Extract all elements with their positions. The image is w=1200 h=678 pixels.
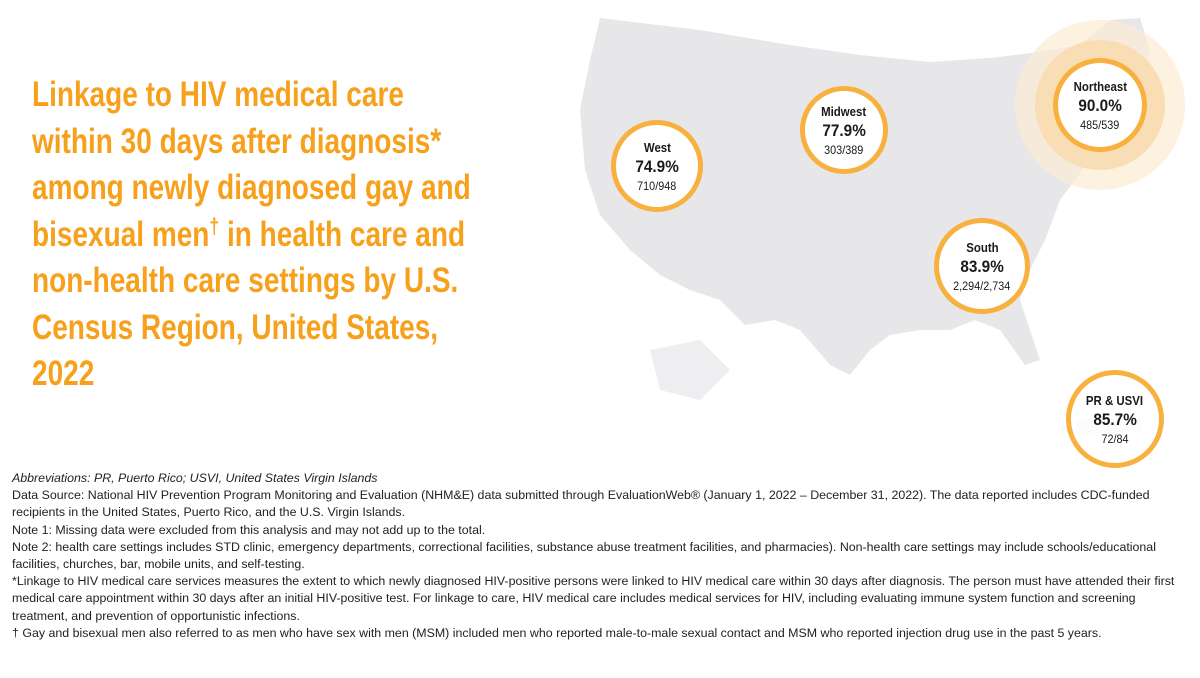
region-fraction: 72/84 — [1101, 431, 1129, 446]
chart-title: Linkage to HIV medical care within 30 da… — [32, 72, 512, 398]
title-line: bisexual men† in health care and — [32, 212, 512, 259]
region-name: Midwest — [821, 103, 867, 119]
region-fraction: 485/539 — [1080, 117, 1120, 132]
region-name: Northeast — [1073, 78, 1127, 94]
region-northeast: Northeast 90.0% 485/539 — [1053, 58, 1147, 152]
title-line: non-health care settings by U.S. — [32, 261, 459, 300]
footnotes: Abbreviations: PR, Puerto Rico; USVI, Un… — [12, 470, 1192, 642]
title-line: Census Region, United States, — [32, 307, 439, 347]
title-text: in health care and — [227, 214, 466, 254]
note-1: Note 1: Missing data were excluded from … — [12, 522, 486, 537]
region-fraction: 303/389 — [824, 142, 864, 157]
region-percent: 85.7% — [1093, 409, 1137, 429]
region-percent: 83.9% — [960, 256, 1004, 276]
title-line: Linkage to HIV medical care — [32, 75, 404, 114]
region-fraction: 710/948 — [637, 178, 677, 193]
region-percent: 90.0% — [1078, 95, 1122, 115]
msm-definition-note: † Gay and bisexual men also referred to … — [12, 625, 1102, 640]
alaska-hawaii-shape — [650, 340, 730, 400]
title-line: within 30 days after diagnosis* — [32, 121, 442, 161]
region-name: West — [643, 139, 671, 155]
dagger-mark: † — [209, 212, 220, 238]
title-text: bisexual men — [32, 214, 210, 254]
title-line: 2022 — [32, 354, 95, 393]
region-south: South 83.9% 2,294/2,734 — [934, 218, 1030, 314]
region-west: West 74.9% 710/948 — [611, 120, 703, 212]
region-percent: 77.9% — [822, 120, 866, 140]
title-line: among newly diagnosed gay and — [32, 168, 471, 207]
region-fraction: 2,294/2,734 — [953, 278, 1011, 293]
region-percent: 74.9% — [635, 156, 679, 176]
region-name: South — [965, 239, 999, 255]
data-source-note: Data Source: National HIV Prevention Pro… — [12, 488, 1150, 520]
note-2: Note 2: health care settings includes ST… — [12, 539, 1156, 572]
region-midwest: Midwest 77.9% 303/389 — [800, 86, 888, 174]
region-name: PR & USVI — [1086, 392, 1144, 408]
abbreviations-note: Abbreviations: PR, Puerto Rico; USVI, Un… — [12, 471, 378, 485]
region-pr-usvi: PR & USVI 85.7% 72/84 — [1066, 370, 1164, 468]
linkage-definition-note: *Linkage to HIV medical care services me… — [12, 574, 1175, 623]
